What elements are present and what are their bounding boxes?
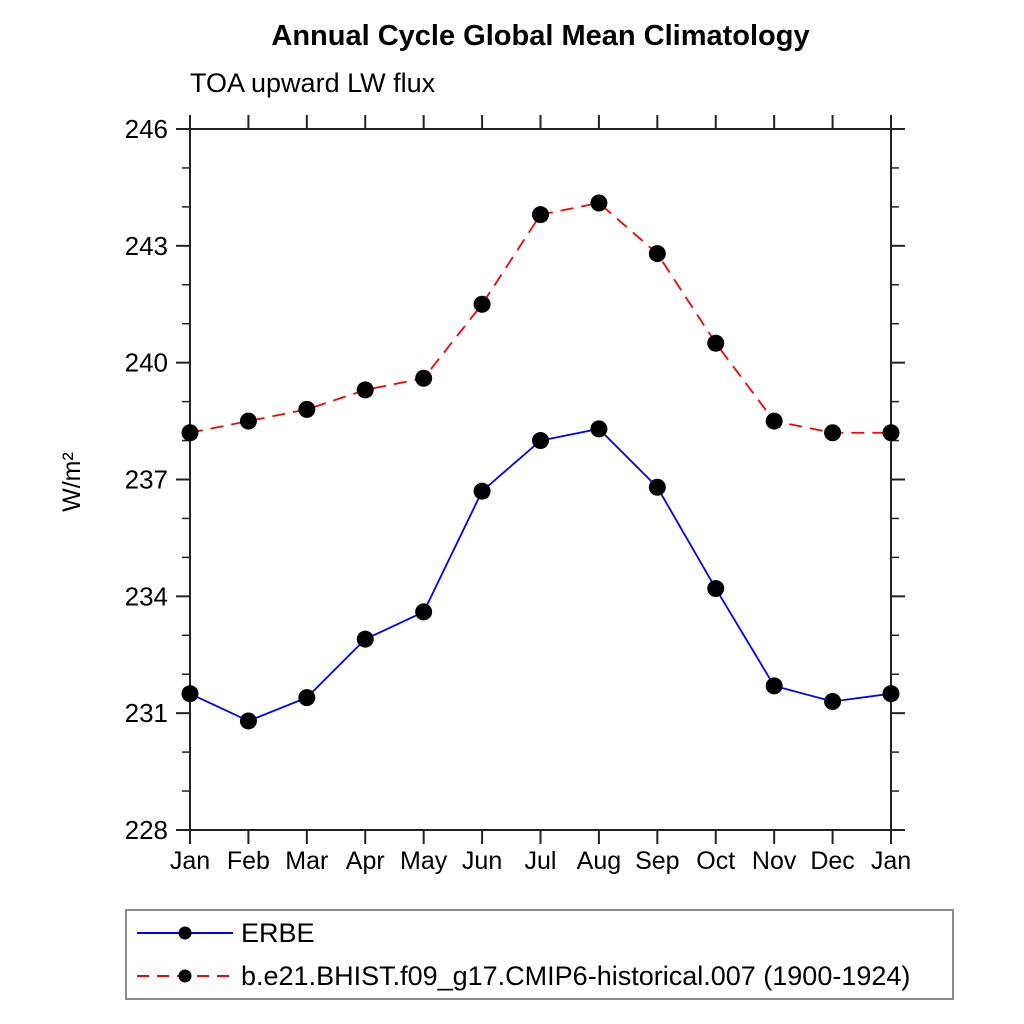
- series-marker-1: [532, 206, 549, 224]
- x-axis-tick-label: Jan: [170, 847, 210, 875]
- x-axis-tick-label: Nov: [752, 847, 797, 875]
- series-marker-1: [473, 295, 491, 313]
- y-axis-tick-label: 228: [125, 815, 168, 845]
- legend-box: ERBE b.e21.BHIST.f09_g17.CMIP6-historica…: [125, 909, 954, 1000]
- y-axis-tick-label: 243: [125, 231, 168, 261]
- series-marker-0: [298, 689, 316, 707]
- series-line-1: [189, 202, 891, 434]
- series-marker-0: [882, 685, 900, 703]
- chart-title: Annual Cycle Global Mean Climatology: [271, 20, 810, 52]
- x-axis-tick-label: Jan: [871, 847, 911, 875]
- x-axis-tick-label: Oct: [696, 847, 735, 875]
- series-marker-0: [473, 482, 491, 500]
- legend-marker-icon: [178, 926, 192, 940]
- x-axis-tick-label: Aug: [577, 847, 621, 875]
- y-axis-tick-label: 231: [125, 698, 168, 728]
- legend-entry-erbe: ERBE: [127, 912, 952, 955]
- series-marker-0: [765, 677, 783, 695]
- y-axis-tick-label: 234: [125, 581, 168, 611]
- y-axis-tick-label: 237: [125, 465, 168, 495]
- y-axis-tick-label: 240: [125, 348, 168, 378]
- legend-label-erbe: ERBE: [241, 917, 315, 948]
- series-marker-1: [590, 194, 608, 212]
- series-marker-1: [707, 334, 725, 352]
- legend-marker-icon: [178, 969, 192, 983]
- series-marker-0: [707, 580, 725, 598]
- x-axis-tick-label: Jun: [462, 847, 502, 875]
- series-marker-1: [298, 400, 316, 418]
- series-marker-1: [181, 424, 199, 442]
- series-marker-0: [356, 630, 374, 648]
- series-marker-1: [356, 381, 374, 399]
- series-marker-1: [882, 424, 900, 442]
- y-axis-tick-label: 246: [125, 114, 168, 144]
- series-marker-0: [648, 478, 666, 496]
- legend-label-model: b.e21.BHIST.f09_g17.CMIP6-historical.007…: [241, 960, 911, 991]
- series-marker-1: [415, 369, 433, 387]
- x-axis-tick-label: Jul: [525, 847, 557, 875]
- x-axis-tick-label: May: [400, 847, 448, 875]
- series-marker-0: [824, 692, 842, 710]
- series-marker-0: [590, 420, 608, 438]
- x-axis-tick-label: Dec: [810, 847, 854, 875]
- legend-line-sample-solid: [137, 926, 233, 940]
- legend-entry-model: b.e21.BHIST.f09_g17.CMIP6-historical.007…: [127, 955, 952, 998]
- series-marker-0: [239, 712, 257, 730]
- y-axis-label: W/m²: [58, 452, 86, 512]
- series-marker-1: [648, 245, 666, 263]
- series-marker-0: [181, 685, 199, 703]
- series-marker-1: [239, 412, 257, 430]
- series-line-0: [189, 427, 892, 722]
- series-marker-1: [824, 424, 842, 442]
- x-axis-tick-label: Mar: [285, 847, 328, 875]
- x-axis-tick-label: Sep: [635, 847, 679, 875]
- series-marker-0: [532, 432, 549, 450]
- chart-subtitle: TOA upward LW flux: [190, 68, 436, 98]
- axis-box: [189, 128, 892, 831]
- legend-line-sample-dashed: [137, 969, 233, 983]
- x-axis-tick-label: Apr: [346, 847, 385, 875]
- series-marker-1: [765, 412, 783, 430]
- x-axis-tick-label: Feb: [227, 847, 270, 875]
- series-marker-0: [415, 603, 433, 621]
